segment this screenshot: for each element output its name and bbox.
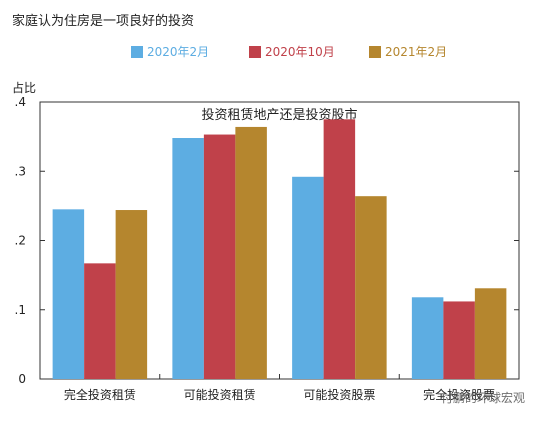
legend-item: 2021年2月 <box>369 43 447 60</box>
x-tick-label: 完全投资股票 <box>423 387 495 402</box>
y-axis-label: 占比 <box>12 81 37 95</box>
legend-item: 2020年10月 <box>249 43 335 60</box>
x-tick-label: 完全投资租赁 <box>64 387 136 402</box>
legend-label: 2020年10月 <box>265 45 335 59</box>
bar-2-2 <box>355 196 387 379</box>
figure-title: 家庭认为住房是一项良好的投资 <box>12 14 195 29</box>
legend-swatch <box>249 45 261 58</box>
legend-swatch <box>131 45 143 58</box>
y-tick-label: .4 <box>15 95 26 109</box>
bar-2-0 <box>292 176 324 379</box>
bar-1-2 <box>235 126 267 380</box>
bar-3-2 <box>474 288 507 379</box>
bar-0-0 <box>52 209 85 379</box>
legend-label: 2020年2月 <box>147 45 210 59</box>
chart-title: 投资租赁地产还是投资股市 <box>201 107 357 123</box>
bar-0-1 <box>84 263 116 379</box>
bar-0-2 <box>115 210 148 379</box>
y-tick-label: .2 <box>15 234 26 248</box>
bar-3-0 <box>411 297 444 379</box>
legend-swatch <box>369 45 381 58</box>
y-tick-label: .3 <box>15 164 26 178</box>
y-tick-label: .1 <box>15 303 26 317</box>
y-tick-label: 0 <box>18 372 26 386</box>
bar-3-1 <box>443 301 475 379</box>
legend-label: 2021年2月 <box>385 45 448 59</box>
x-tick-label: 可能投资股票 <box>303 387 375 402</box>
x-tick-label: 可能投资租赁 <box>184 387 256 402</box>
bar-1-1 <box>203 134 236 379</box>
bar-1-0 <box>172 138 204 379</box>
legend-item: 2020年2月 <box>131 43 209 60</box>
chart-legend: 2020年2月 2020年10月 2021年2月 <box>0 43 550 63</box>
bar-2-1 <box>323 119 356 379</box>
watermark-text: 付鹏的环球宏观 <box>441 391 526 405</box>
